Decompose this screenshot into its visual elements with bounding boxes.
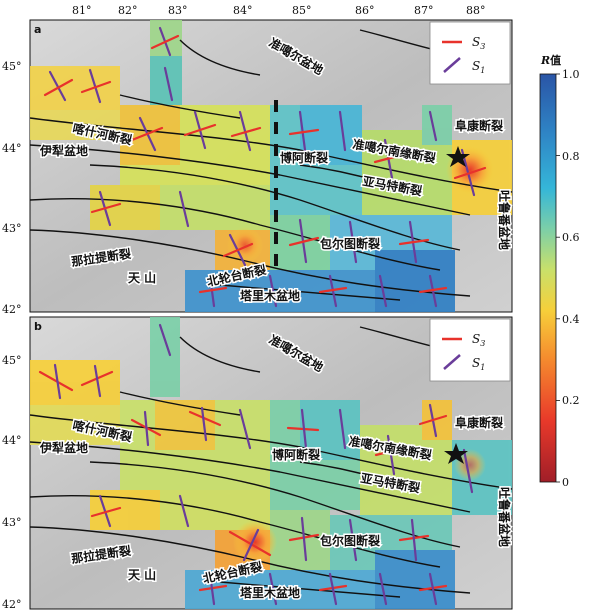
legend-s3-sub: 3 (480, 42, 485, 51)
panel-a-legend: S3 S1 (429, 21, 511, 85)
panel-a: a S3 S1 准噶尔盆地 阜康断裂 喀什河断裂 伊犁盆地 博阿断裂 准噶尔南缘… (29, 19, 514, 313)
colorbar: R值 1.0 0.8 0.6 0.4 0.2 0 (539, 53, 580, 489)
legend-s3-sub: 3 (480, 339, 485, 348)
x-tick: 81° (72, 4, 92, 17)
x-tick: 87° (414, 4, 434, 17)
x-tick: 84° (233, 4, 253, 17)
label-fukang-fault: 阜康断裂 (455, 118, 503, 133)
label-tarim-basin: 塔里木盆地 (240, 585, 300, 600)
x-tick: 83° (168, 4, 188, 17)
panel-b-letter: b (34, 320, 42, 333)
label-boa-fault: 博阿断裂 (272, 447, 320, 462)
label-tianshan: 天 山 (128, 270, 156, 285)
label-baoertu-fault: 包尔图断裂 (319, 533, 380, 548)
y-tick: 45° (2, 354, 22, 367)
x-tick: 86° (355, 4, 375, 17)
label-baoertu-fault: 包尔图断裂 (319, 236, 380, 251)
colorbar-tick: 0.4 (562, 313, 580, 326)
label-ili-basin: 伊犁盆地 (39, 440, 88, 455)
svg-text:S3: S3 (472, 35, 485, 51)
label-boa-fault: 博阿断裂 (280, 150, 328, 165)
y-tick: 43° (2, 222, 22, 235)
y-tick: 42° (2, 303, 22, 316)
legend-s1-sub: 1 (480, 66, 485, 75)
panel-a-epicenter-star-icon (446, 146, 470, 167)
panel-b-legend: S3 S1 (429, 318, 511, 382)
legend-s1-label: S (472, 59, 480, 73)
legend-s3-label: S (472, 35, 480, 49)
panel-a-stress-bars (43, 26, 487, 308)
colorbar-gradient (539, 73, 557, 483)
label-ili-basin: 伊犁盆地 (39, 143, 88, 158)
panel-b-stress-bars (38, 323, 474, 606)
y-tick: 43° (2, 516, 22, 529)
y-tick: 45° (2, 60, 22, 73)
y-tick: 42° (2, 598, 22, 611)
panel-b-epicenter-star-icon (444, 443, 468, 464)
panel-a-fault-lines (29, 29, 513, 301)
legend-s3-label: S (472, 332, 480, 346)
x-tick: 88° (466, 4, 486, 17)
x-tick: 82° (118, 4, 138, 17)
colorbar-tick: 0.8 (562, 150, 580, 163)
label-tarim-basin: 塔里木盆地 (240, 288, 300, 303)
svg-text:S1: S1 (472, 59, 485, 75)
panel-b: b S3 S1 准噶尔盆地 阜康断裂 喀什河断裂 伊犁盆地 博阿断裂 准噶尔南缘… (29, 316, 514, 610)
svg-text:S1: S1 (472, 356, 485, 372)
label-turpan-basin: 吐鲁番盆地 (497, 487, 512, 547)
legend-s1-label: S (472, 356, 480, 370)
x-tick: 85° (292, 4, 312, 17)
colorbar-tick: 1.0 (562, 68, 580, 81)
colorbar-tick: 0.6 (562, 231, 580, 244)
y-tick: 44° (2, 142, 22, 155)
colorbar-title: R值 (540, 53, 561, 67)
panel-a-letter: a (34, 23, 41, 36)
y-tick: 44° (2, 434, 22, 447)
panel-a-r-field (30, 20, 512, 312)
colorbar-tick: 0 (562, 476, 569, 489)
colorbar-tick: 0.2 (562, 394, 580, 407)
legend-s1-sub: 1 (480, 363, 485, 372)
y-axis-ticks: 45° 44° 43° 42° 45° 44° 43° 42° (2, 60, 22, 611)
label-fukang-fault: 阜康断裂 (455, 415, 503, 430)
label-tianshan: 天 山 (128, 567, 156, 582)
label-turpan-basin: 吐鲁番盆地 (497, 190, 512, 250)
svg-text:S3: S3 (472, 332, 485, 348)
x-axis-ticks: 81° 82° 83° 84° 85° 86° 87° 88° (72, 4, 486, 17)
